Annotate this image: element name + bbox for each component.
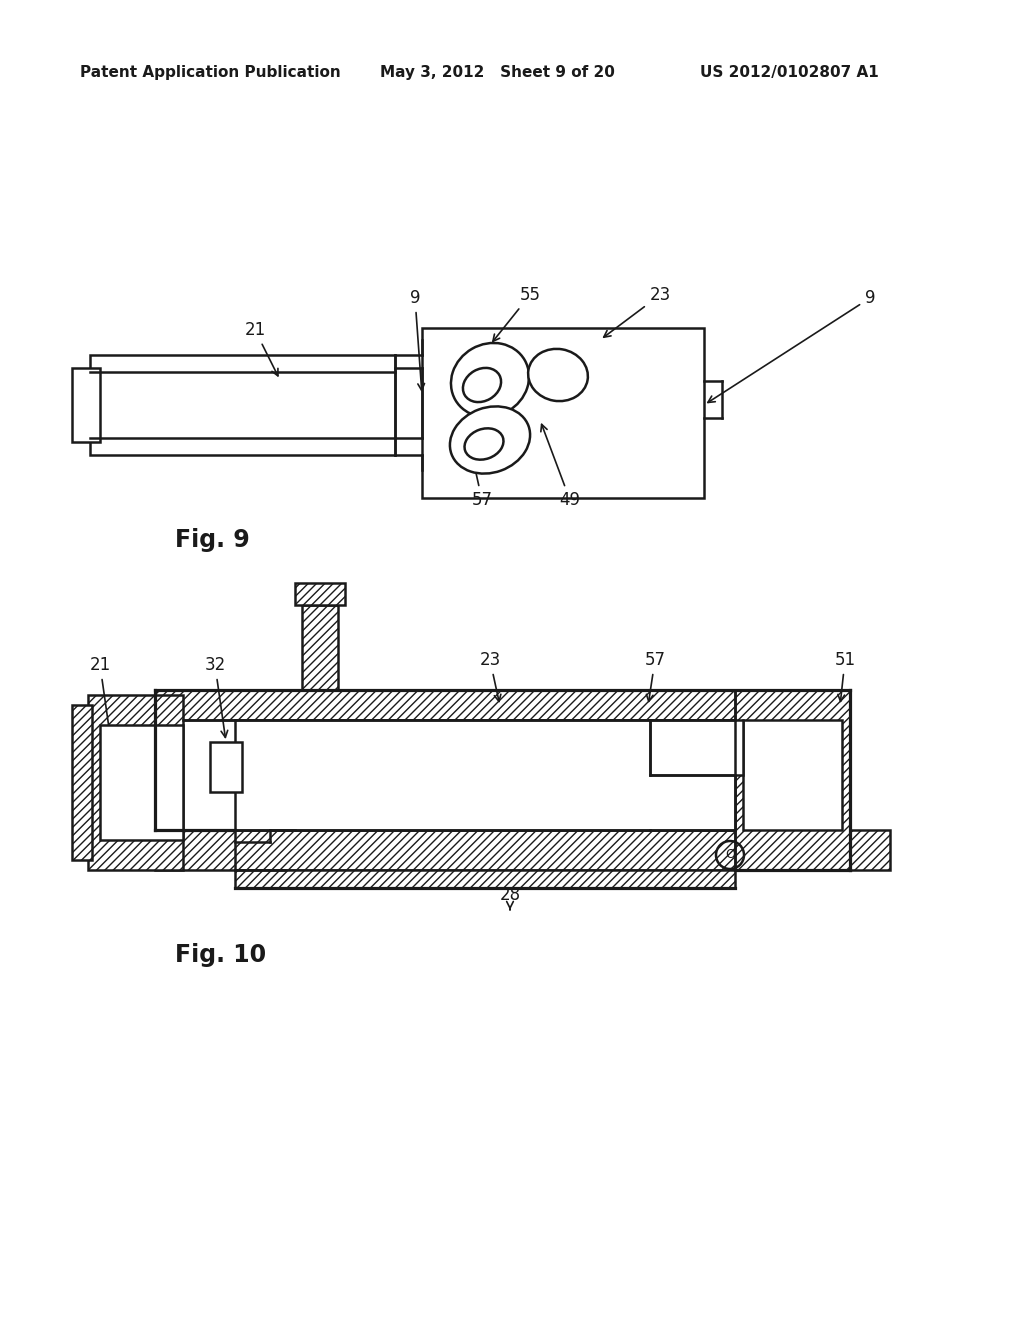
Bar <box>234 719 735 830</box>
Bar <box>155 830 890 870</box>
Ellipse shape <box>451 343 529 417</box>
Bar <box>210 742 242 792</box>
Text: 23: 23 <box>604 286 671 337</box>
Bar <box>743 719 842 830</box>
Bar <box>302 605 338 690</box>
Text: Fig. 10: Fig. 10 <box>175 942 266 968</box>
Bar <box>88 696 183 870</box>
Text: 32: 32 <box>205 656 227 738</box>
Bar <box>234 870 735 888</box>
Text: Fig. 9: Fig. 9 <box>175 528 250 552</box>
Text: 9: 9 <box>708 289 876 403</box>
Bar <box>155 690 850 719</box>
Bar <box>90 355 395 455</box>
Ellipse shape <box>528 348 588 401</box>
Text: 49: 49 <box>541 424 581 510</box>
Bar <box>72 368 100 442</box>
Text: 21: 21 <box>245 321 278 376</box>
Ellipse shape <box>465 428 504 459</box>
Bar <box>735 690 850 870</box>
Text: 57: 57 <box>644 651 666 701</box>
Text: 55: 55 <box>319 597 341 645</box>
Text: Patent Application Publication: Patent Application Publication <box>80 65 341 79</box>
Text: 23: 23 <box>479 651 501 701</box>
Text: 21: 21 <box>89 656 117 766</box>
Text: O: O <box>725 849 735 862</box>
Text: May 3, 2012   Sheet 9 of 20: May 3, 2012 Sheet 9 of 20 <box>380 65 614 79</box>
Bar <box>100 725 183 840</box>
Bar <box>72 705 92 861</box>
Text: 55: 55 <box>493 286 541 342</box>
Text: 28: 28 <box>500 886 520 909</box>
Text: US 2012/0102807 A1: US 2012/0102807 A1 <box>700 65 879 79</box>
Bar <box>295 583 345 605</box>
Text: 9: 9 <box>410 289 425 391</box>
Bar <box>422 327 705 498</box>
Text: 57: 57 <box>471 459 493 510</box>
Bar <box>650 719 743 775</box>
Text: 51: 51 <box>835 651 856 701</box>
Ellipse shape <box>450 407 530 474</box>
Ellipse shape <box>463 368 501 403</box>
